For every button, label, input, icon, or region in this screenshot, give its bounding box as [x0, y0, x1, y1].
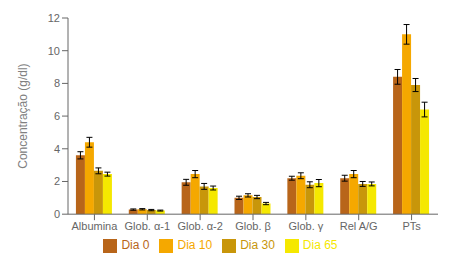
svg-text:12: 12	[48, 12, 60, 24]
svg-text:8: 8	[54, 77, 60, 89]
svg-text:Glob. α-2: Glob. α-2	[177, 220, 223, 232]
svg-text:Concentração (g/dl): Concentração (g/dl)	[16, 63, 30, 168]
svg-text:Glob. α-1: Glob. α-1	[125, 220, 171, 232]
svg-text:2: 2	[54, 175, 60, 187]
svg-text:Albumina: Albumina	[71, 220, 118, 232]
svg-text:Rel A/G: Rel A/G	[340, 220, 378, 232]
svg-text:0: 0	[54, 208, 60, 220]
svg-text:10: 10	[48, 45, 60, 57]
html-text:Dia 0: Dia 0	[121, 238, 150, 253]
html-text:Dia 65: Dia 65	[302, 238, 338, 253]
svg-text:4: 4	[54, 143, 60, 155]
html-text:Dia 10: Dia 10	[177, 238, 213, 253]
svg-text:Glob. β: Glob. β	[235, 220, 271, 232]
svg-text:6: 6	[54, 110, 60, 122]
svg-text:PTs: PTs	[402, 220, 421, 232]
html-text:Dia 30: Dia 30	[240, 238, 275, 253]
svg-text:Glob. γ: Glob. γ	[288, 220, 323, 232]
